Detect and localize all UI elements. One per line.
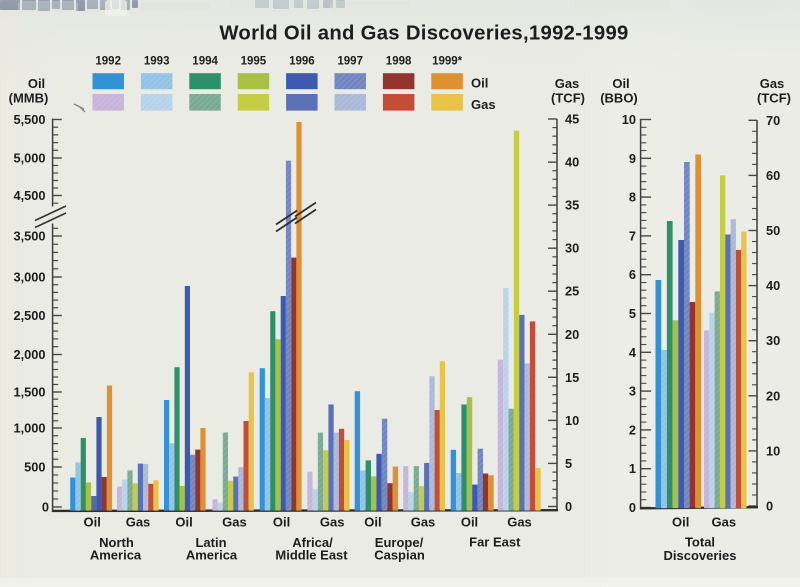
- svg-text:1997: 1997: [337, 56, 363, 68]
- svg-text:1998: 1998: [386, 56, 412, 68]
- svg-text:9: 9: [629, 151, 636, 166]
- svg-text:Oil: Oil: [175, 515, 192, 530]
- svg-text:Gas: Gas: [760, 76, 785, 91]
- svg-text:5: 5: [629, 306, 636, 321]
- svg-text:35: 35: [565, 198, 579, 213]
- svg-text:Gas: Gas: [411, 515, 436, 530]
- svg-text:Oil: Oil: [273, 515, 290, 530]
- svg-text:Oil: Oil: [471, 76, 488, 91]
- svg-text:10: 10: [622, 112, 636, 127]
- svg-text:1,500: 1,500: [13, 385, 45, 400]
- svg-text:(TCF): (TCF): [551, 91, 585, 106]
- svg-text:Gas: Gas: [555, 76, 580, 91]
- svg-text:Oil: Oil: [28, 76, 45, 91]
- svg-text:8: 8: [629, 190, 636, 205]
- svg-text:0: 0: [766, 499, 773, 514]
- svg-text:20: 20: [766, 388, 780, 403]
- svg-text:3,000: 3,000: [13, 270, 45, 285]
- svg-text:1996: 1996: [289, 56, 315, 68]
- svg-text:Africa/: Africa/: [292, 535, 333, 550]
- svg-text:40: 40: [766, 278, 780, 293]
- svg-text:4: 4: [629, 345, 637, 360]
- svg-text:Total: Total: [685, 535, 715, 550]
- svg-text:5,000: 5,000: [13, 151, 45, 166]
- svg-text:Gas: Gas: [471, 97, 496, 112]
- svg-text:1,000: 1,000: [13, 421, 45, 436]
- svg-text:20: 20: [565, 327, 579, 342]
- svg-text:1994: 1994: [192, 56, 218, 68]
- svg-text:4,500: 4,500: [13, 188, 45, 203]
- svg-text:Gas: Gas: [126, 515, 151, 530]
- svg-text:Far East: Far East: [469, 535, 521, 550]
- svg-text:Middle East: Middle East: [275, 548, 348, 563]
- svg-text:1992: 1992: [95, 56, 121, 68]
- svg-text:40: 40: [565, 155, 579, 170]
- svg-text:2,000: 2,000: [13, 347, 45, 362]
- svg-text:Oil: Oil: [84, 515, 101, 530]
- svg-text:1: 1: [629, 461, 636, 476]
- svg-text:(MMB): (MMB): [9, 91, 49, 106]
- svg-text:25: 25: [565, 284, 579, 299]
- svg-text:7: 7: [629, 228, 636, 243]
- svg-text:1995: 1995: [241, 56, 267, 68]
- svg-text:Europe/: Europe/: [375, 535, 424, 550]
- svg-text:World Oil and Gas Discoveries,: World Oil and Gas Discoveries,1992-1999: [219, 23, 628, 45]
- svg-text:1999*: 1999*: [432, 56, 463, 68]
- svg-text:Gas: Gas: [507, 515, 532, 530]
- svg-text:10: 10: [766, 443, 780, 458]
- svg-text:1993: 1993: [144, 56, 170, 68]
- svg-text:Gas: Gas: [712, 515, 737, 530]
- svg-text:(BBO): (BBO): [600, 91, 638, 106]
- svg-text:America: America: [186, 548, 238, 563]
- svg-text:5,500: 5,500: [13, 112, 45, 127]
- svg-text:70: 70: [766, 113, 780, 128]
- svg-text:10: 10: [565, 413, 579, 428]
- svg-text:45: 45: [565, 112, 579, 127]
- svg-text:30: 30: [565, 241, 579, 256]
- svg-text:15: 15: [565, 370, 579, 385]
- svg-text:0: 0: [565, 499, 572, 514]
- svg-text:Gas: Gas: [320, 515, 345, 530]
- svg-text:Oil: Oil: [672, 515, 689, 530]
- svg-text:3,500: 3,500: [13, 229, 45, 244]
- svg-text:50: 50: [766, 223, 780, 238]
- svg-text:Discoveries: Discoveries: [664, 548, 737, 563]
- svg-text:Caspian: Caspian: [374, 548, 425, 563]
- svg-text:Oil: Oil: [461, 515, 478, 530]
- svg-text:Oil: Oil: [364, 515, 381, 530]
- svg-text:North: North: [99, 535, 134, 550]
- svg-text:0: 0: [629, 500, 636, 515]
- svg-text:Latin: Latin: [195, 535, 226, 550]
- svg-text:60: 60: [766, 168, 780, 183]
- svg-text:(TCF): (TCF): [757, 91, 791, 106]
- svg-text:500: 500: [24, 460, 45, 475]
- svg-text:Gas: Gas: [222, 515, 247, 530]
- svg-text:5: 5: [565, 456, 572, 471]
- svg-text:30: 30: [766, 333, 780, 348]
- svg-text:America: America: [90, 548, 142, 563]
- svg-text:2,500: 2,500: [13, 308, 45, 323]
- svg-text:Oil: Oil: [612, 76, 629, 91]
- svg-text:3: 3: [629, 384, 636, 399]
- svg-text:6: 6: [629, 267, 636, 282]
- svg-text:0: 0: [42, 500, 49, 515]
- svg-text:2: 2: [629, 422, 636, 437]
